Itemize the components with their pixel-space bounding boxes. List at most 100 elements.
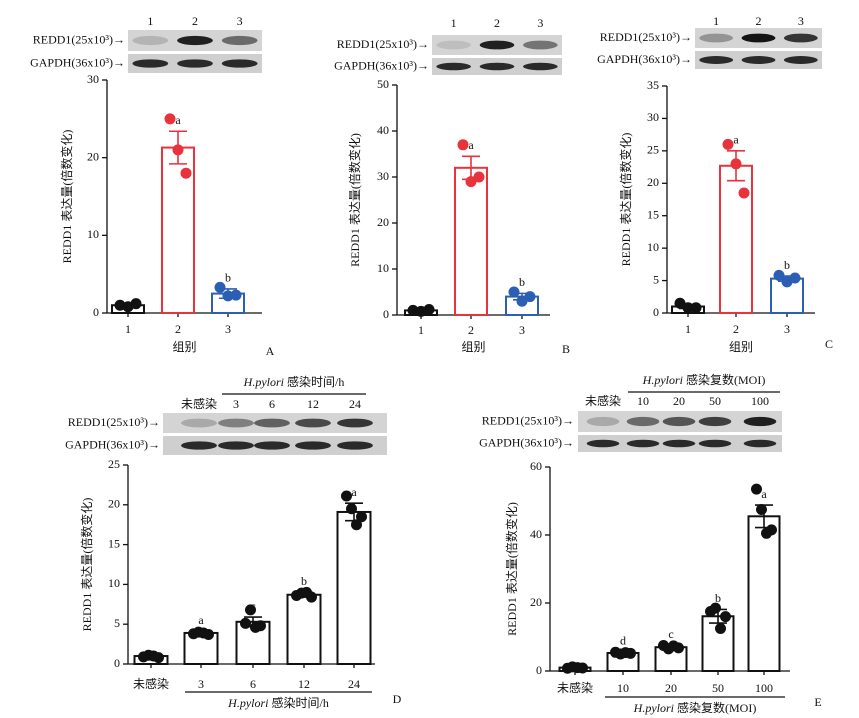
y-tick-label: 50 — [377, 77, 389, 91]
significance-letter: b — [784, 258, 790, 272]
x-tick-label: 3 — [784, 322, 790, 336]
blot-row-label: REDD1(25x10³)→ — [337, 37, 429, 51]
y-tick-label: 25 — [108, 457, 120, 471]
y-tick-label: 0 — [93, 305, 99, 319]
blot-band — [436, 40, 471, 50]
y-tick-label: 60 — [530, 459, 542, 473]
lane-label: 1 — [713, 14, 719, 28]
blot-band — [699, 33, 734, 43]
y-tick-label: 15 — [647, 207, 659, 221]
blot-band — [295, 418, 331, 428]
lane-label: 未感染 — [585, 393, 621, 408]
x-axis-label-italic: H.pylori — [633, 701, 674, 715]
significance-letter: a — [198, 613, 204, 627]
x-tick-label: 100 — [755, 681, 773, 695]
significance-letter: a — [733, 133, 739, 147]
y-tick-label: 0 — [653, 305, 659, 319]
x-tick-label: 20 — [665, 681, 677, 695]
x-tick-label: 12 — [298, 677, 310, 691]
blot-band — [218, 418, 254, 428]
blot-band — [743, 439, 777, 448]
data-point — [203, 629, 214, 641]
data-point — [756, 504, 767, 515]
x-axis-label: H.pylori 感染复数(MOI) — [633, 700, 757, 715]
data-point — [423, 303, 435, 315]
data-point — [407, 304, 419, 316]
x-tick-label: 2 — [733, 322, 739, 336]
blot-band — [479, 62, 515, 71]
y-axis-label: REDD1 表达量(倍数变化) — [618, 133, 633, 267]
y-tick-label: 30 — [647, 110, 659, 124]
lane-label: 1 — [147, 14, 153, 28]
y-tick-label: 20 — [377, 215, 389, 229]
data-point — [524, 291, 536, 303]
y-axis-label: REDD1 表达量(倍数变化) — [504, 502, 519, 636]
data-point — [690, 302, 702, 314]
significance-letter: d — [620, 633, 626, 647]
significance-letter: c — [250, 599, 255, 613]
blot-row-label: REDD1(25x10³)→ — [600, 30, 692, 44]
blot-band — [337, 441, 373, 450]
significance-letter: b — [519, 275, 525, 289]
blot-band — [177, 59, 213, 68]
y-tick-label: 35 — [647, 78, 659, 92]
blot-band — [523, 40, 558, 50]
x-axis-label-text: 感染复数(MOI) — [674, 700, 756, 715]
blot-row-label: GAPDH(36x10³)→ — [597, 52, 692, 66]
lane-label: 2 — [192, 14, 198, 28]
data-point — [255, 620, 266, 632]
blot-row-label: REDD1(25x10³)→ — [33, 32, 125, 46]
significance-letter: b — [301, 574, 307, 588]
blot-band — [295, 441, 331, 450]
blot-band — [523, 62, 558, 71]
y-tick-label: 0 — [383, 307, 389, 321]
y-tick-label: 20 — [87, 149, 99, 163]
y-tick-label: 20 — [108, 497, 120, 511]
data-point — [766, 524, 777, 536]
significance-letter: a — [175, 113, 181, 127]
x-tick-label: 3 — [198, 677, 204, 691]
blot-band — [783, 33, 818, 43]
blot-header-text: 感染时间/h — [284, 374, 344, 389]
blot-band — [626, 439, 660, 448]
x-tick-label: 2 — [175, 322, 181, 336]
data-point — [473, 171, 485, 183]
data-point — [710, 602, 721, 614]
panel-letter: C — [825, 337, 833, 351]
blot-band — [479, 40, 515, 50]
x-axis-label: 组别 — [172, 340, 196, 354]
y-tick-label: 10 — [377, 261, 389, 275]
blot-band — [254, 418, 290, 428]
blot-band — [699, 56, 734, 64]
blot-header-italic: H.pylori — [243, 375, 284, 389]
data-point — [751, 483, 762, 495]
x-axis-label: H.pylori 感染时间/h — [227, 695, 329, 710]
x-axis-label-text: 感染时间/h — [269, 695, 329, 710]
x-axis-label: 组别 — [461, 340, 485, 354]
y-tick-label: 0 — [114, 656, 120, 670]
panel-letter: B — [562, 342, 570, 356]
data-point — [508, 286, 520, 298]
blot-row-label: GAPDH(36x10³)→ — [30, 55, 125, 69]
y-tick-label: 15 — [108, 536, 120, 550]
data-point — [730, 158, 742, 170]
y-tick-label: 10 — [108, 576, 120, 590]
blot-band — [743, 416, 777, 427]
blot-band — [436, 62, 471, 71]
data-point — [306, 591, 317, 603]
blot-band — [783, 56, 818, 64]
blot-band — [662, 439, 696, 448]
y-axis-label: REDD1 表达量(倍数变化) — [79, 498, 94, 632]
data-point — [673, 642, 684, 654]
bar — [286, 593, 322, 665]
blot-band — [254, 441, 290, 450]
data-point — [180, 167, 192, 179]
blot-band — [181, 418, 217, 428]
data-point — [214, 281, 226, 293]
lane-label: 2 — [756, 14, 762, 28]
blot-header-text: 感染复数(MOI) — [683, 372, 765, 387]
blot-band — [181, 441, 217, 450]
lane-label: 3 — [233, 397, 239, 411]
x-tick-label: 6 — [250, 677, 256, 691]
